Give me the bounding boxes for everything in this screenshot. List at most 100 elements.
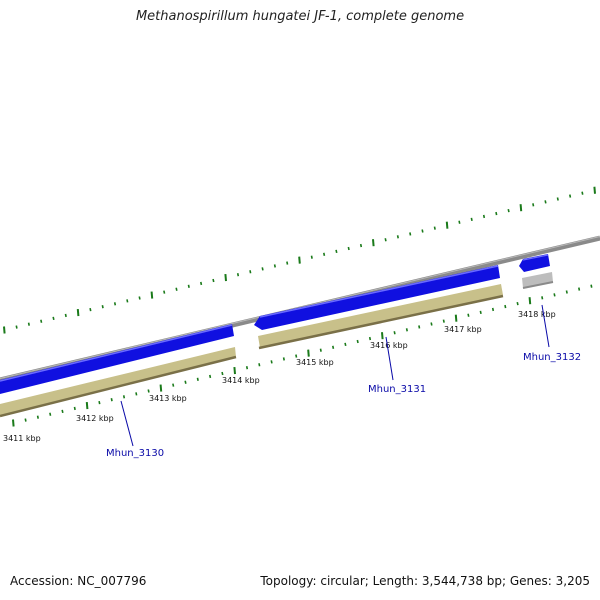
inner-row-minor-tick bbox=[36, 415, 39, 419]
inner-row-major-tick bbox=[381, 332, 384, 340]
scale-label-3417: 3417 kbp bbox=[444, 325, 482, 334]
outer-row-major-tick bbox=[372, 239, 375, 247]
inner-row-minor-tick bbox=[393, 331, 396, 335]
cds-mhun-3132[interactable] bbox=[519, 254, 550, 272]
cds-mhun-3131[interactable] bbox=[254, 265, 500, 330]
gene-mhun-3131[interactable] bbox=[258, 284, 503, 348]
inner-row-minor-tick bbox=[282, 357, 285, 361]
map-title: Methanospirillum hungatei JF-1, complete… bbox=[135, 9, 465, 24]
gene-mhun-3132-shadow bbox=[522, 281, 554, 289]
outer-row-minor-tick bbox=[52, 316, 55, 321]
inner-row-minor-tick bbox=[430, 322, 433, 326]
scale-label-3416: 3416 kbp bbox=[370, 341, 408, 350]
outer-row-major-tick bbox=[445, 221, 449, 229]
inner-row-minor-tick bbox=[516, 301, 519, 306]
gene-mhun-3132[interactable] bbox=[522, 272, 553, 288]
outer-row-minor-tick bbox=[310, 255, 313, 259]
outer-row-minor-tick bbox=[175, 287, 178, 291]
inner-tick-row bbox=[12, 284, 593, 427]
outer-row-minor-tick bbox=[113, 302, 117, 306]
outer-row-minor-tick bbox=[163, 290, 166, 294]
scale-label-3413: 3413 kbp bbox=[149, 394, 187, 403]
outer-row-minor-tick bbox=[507, 208, 510, 213]
outer-row-minor-tick bbox=[187, 284, 190, 288]
inner-row-minor-tick bbox=[258, 363, 261, 367]
outer-row-major-tick bbox=[519, 204, 523, 212]
inner-row-major-tick bbox=[454, 314, 458, 322]
scale-label-3414: 3414 kbp bbox=[222, 376, 260, 385]
inner-row-major-tick bbox=[12, 419, 15, 427]
outer-row-minor-tick bbox=[581, 191, 584, 195]
inner-row-minor-tick bbox=[147, 389, 150, 393]
inner-row-minor-tick bbox=[73, 406, 76, 411]
outer-row-minor-tick bbox=[409, 232, 412, 236]
inner-row-minor-tick bbox=[295, 354, 298, 358]
inner-row-major-tick bbox=[233, 367, 236, 375]
inner-row-minor-tick bbox=[356, 339, 359, 344]
outer-row-minor-tick bbox=[126, 299, 129, 303]
genome-summary-text: Topology: circular; Length: 3,544,738 bp… bbox=[260, 574, 590, 588]
inner-row-major-tick bbox=[85, 401, 89, 410]
outer-row-minor-tick bbox=[200, 281, 203, 286]
outer-row-minor-tick bbox=[433, 226, 436, 230]
scale-label-3411: 3411 kbp bbox=[3, 434, 41, 443]
gene-label-mhun-3132[interactable]: Mhun_3132 bbox=[523, 352, 581, 363]
leader-mhun-3132 bbox=[541, 304, 550, 348]
inner-row-minor-tick bbox=[553, 293, 556, 297]
outer-row-minor-tick bbox=[482, 214, 486, 219]
outer-tick-row bbox=[3, 186, 596, 334]
outer-row-minor-tick bbox=[544, 200, 547, 204]
inner-row-minor-tick bbox=[504, 304, 507, 309]
inner-row-major-tick bbox=[307, 349, 310, 357]
outer-row-minor-tick bbox=[532, 203, 535, 207]
gene-mhun-3130-shadow bbox=[0, 355, 237, 418]
inner-row-minor-tick bbox=[418, 325, 421, 329]
inner-row-minor-tick bbox=[98, 400, 101, 405]
inner-row-minor-tick bbox=[245, 366, 249, 370]
cds-mhun-3131-highlight bbox=[259, 265, 499, 318]
outer-row-major-tick bbox=[593, 186, 596, 194]
outer-row-minor-tick bbox=[89, 307, 92, 312]
outer-row-minor-tick bbox=[359, 243, 363, 248]
scale-label-3418: 3418 kbp bbox=[518, 310, 556, 319]
outer-row-major-tick bbox=[3, 326, 6, 334]
inner-row-minor-tick bbox=[578, 287, 581, 291]
outer-row-major-tick bbox=[298, 256, 301, 264]
leader-mhun-3130 bbox=[120, 400, 134, 447]
outer-row-minor-tick bbox=[236, 273, 240, 277]
outer-row-minor-tick bbox=[261, 267, 264, 271]
inner-row-minor-tick bbox=[49, 412, 52, 416]
inner-row-minor-tick bbox=[491, 307, 495, 312]
inner-row-minor-tick bbox=[442, 319, 445, 323]
inner-row-minor-tick bbox=[196, 377, 199, 381]
cds-mhun-3130[interactable] bbox=[0, 324, 234, 394]
inner-row-minor-tick bbox=[590, 284, 593, 288]
inner-row-minor-tick bbox=[479, 310, 482, 315]
outer-row-minor-tick bbox=[556, 197, 559, 201]
gene-mhun-3131-shadow bbox=[258, 294, 504, 350]
outer-row-minor-tick bbox=[384, 238, 387, 242]
cds-mhun-3130-highlight bbox=[0, 324, 233, 382]
inner-row-minor-tick bbox=[332, 345, 335, 349]
inner-row-minor-tick bbox=[565, 290, 568, 294]
outer-row-minor-tick bbox=[470, 217, 473, 222]
outer-row-major-tick bbox=[76, 308, 80, 317]
inner-row-minor-tick bbox=[24, 418, 27, 422]
inner-row-minor-tick bbox=[405, 328, 408, 332]
gene-mhun-3130[interactable] bbox=[0, 347, 236, 416]
inner-row-minor-tick bbox=[172, 383, 175, 387]
outer-row-minor-tick bbox=[495, 211, 498, 216]
outer-row-minor-tick bbox=[396, 235, 399, 239]
inner-row-minor-tick bbox=[467, 313, 470, 317]
outer-row-minor-tick bbox=[27, 322, 30, 326]
cds-mhun-3132-highlight bbox=[522, 254, 549, 261]
inner-row-minor-tick bbox=[209, 374, 212, 379]
outer-row-minor-tick bbox=[101, 305, 104, 309]
gene-label-mhun-3131[interactable]: Mhun_3131 bbox=[368, 384, 426, 395]
inner-row-minor-tick bbox=[541, 296, 544, 300]
outer-row-minor-tick bbox=[212, 278, 215, 283]
outer-row-minor-tick bbox=[286, 261, 289, 265]
gene-label-mhun-3130[interactable]: Mhun_3130 bbox=[106, 448, 164, 459]
inner-row-major-tick bbox=[159, 384, 163, 392]
